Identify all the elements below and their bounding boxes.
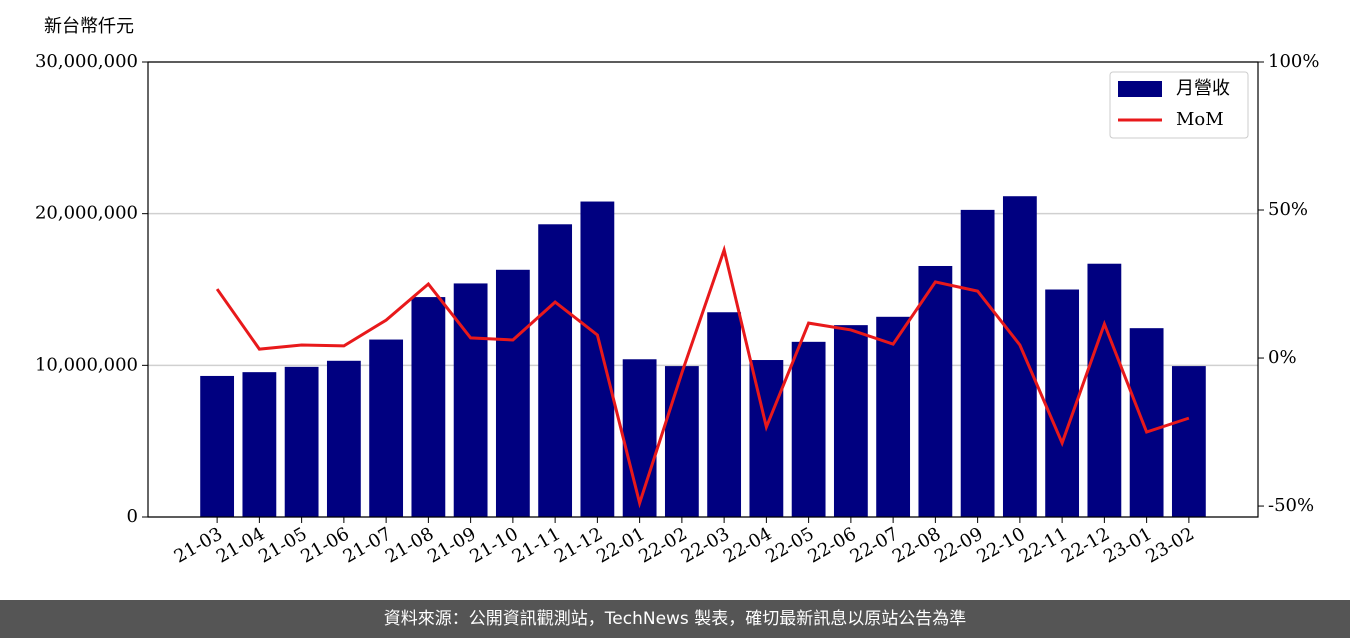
footer: 資料來源：公開資訊觀測站，TechNews 製表，確切最新訊息以原站公告為準 — [384, 609, 966, 629]
y-tick-label: 0 — [127, 506, 138, 527]
bar — [833, 325, 868, 517]
bar — [200, 375, 235, 517]
bar — [1087, 263, 1122, 517]
y2-tick-label: 0% — [1268, 347, 1297, 368]
bar — [1129, 328, 1164, 517]
bar — [242, 372, 277, 517]
legend-label: 月營收 — [1176, 78, 1230, 99]
bar — [791, 341, 826, 517]
bar — [1002, 196, 1037, 517]
bar — [411, 297, 446, 517]
legend-swatch — [1118, 81, 1162, 97]
bar — [453, 283, 488, 517]
legend-label: MoM — [1176, 109, 1224, 130]
bar — [1045, 289, 1080, 517]
y2-tick-label: 100% — [1268, 51, 1319, 72]
y2-tick-label: 50% — [1268, 199, 1308, 220]
bar — [538, 224, 573, 518]
line — [215, 244, 1190, 509]
bar — [707, 312, 742, 517]
y2-tick-label: -50% — [1268, 495, 1314, 516]
x-tick-label: 23-02 — [1142, 523, 1197, 567]
y-tick-label: 30,000,000 — [35, 51, 138, 72]
footer-bar — [0, 600, 1350, 638]
y-tick-label: 20,000,000 — [35, 203, 138, 224]
bar — [622, 359, 657, 517]
bar — [876, 316, 911, 517]
bar — [1171, 366, 1206, 517]
plot-frame — [147, 61, 1259, 518]
bar — [960, 209, 995, 517]
bar — [369, 339, 404, 517]
bar — [664, 366, 699, 517]
bar — [326, 360, 361, 517]
bar — [580, 201, 615, 518]
bar — [918, 265, 953, 517]
y-tick-label: 10,000,000 — [35, 354, 138, 375]
bar — [284, 366, 319, 517]
y-axis-label: 新台幣仟元 — [44, 16, 134, 37]
bar — [495, 269, 530, 517]
